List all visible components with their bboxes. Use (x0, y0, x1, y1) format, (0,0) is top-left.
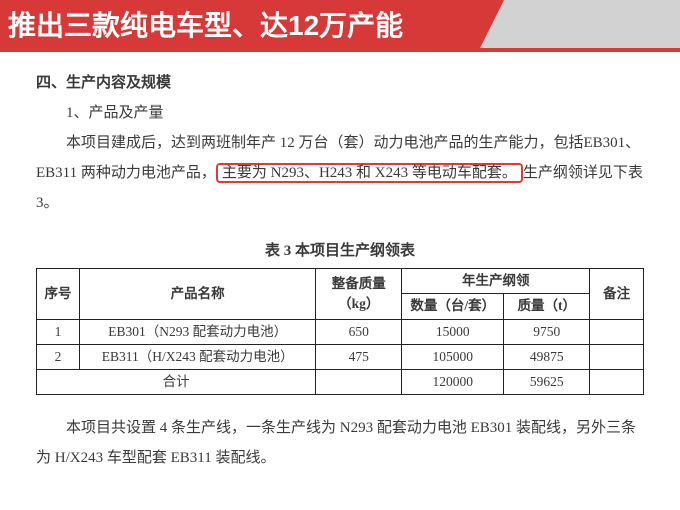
cell-index: 2 (37, 344, 80, 369)
th-index: 序号 (37, 269, 80, 320)
subsection-heading: 1、产品及产量 (36, 98, 644, 128)
table-row: 1 EB301（N293 配套动力电池） 650 15000 9750 (37, 319, 644, 344)
paragraph-below: 本项目共设置 4 条生产线，一条生产线为 N293 配套动力电池 EB301 装… (36, 413, 644, 473)
production-table: 序号 产品名称 整备质量（kg） 年生产纲领 备注 数量（台/套） 质量（t） … (36, 268, 644, 395)
table-total-row: 合计 120000 59625 (37, 370, 644, 395)
table-title: 表 3 本项目生产纲领表 (36, 236, 644, 266)
cell-total-label: 合计 (37, 370, 316, 395)
cell-empty (590, 370, 644, 395)
th-remark: 备注 (590, 269, 644, 320)
cell-product: EB311（H/X243 配套动力电池） (79, 344, 315, 369)
cell-product: EB301（N293 配套动力电池） (79, 319, 315, 344)
banner-decoration (480, 0, 680, 48)
cell-remark (590, 319, 644, 344)
cell-qty: 105000 (402, 344, 504, 369)
cell-total-qty: 120000 (402, 370, 504, 395)
table-header-row: 序号 产品名称 整备质量（kg） 年生产纲领 备注 (37, 269, 644, 294)
cell-remark (590, 344, 644, 369)
cell-mass: 475 (316, 344, 402, 369)
th-mass: 整备质量（kg） (316, 269, 402, 320)
table-row: 2 EB311（H/X243 配套动力电池） 475 105000 49875 (37, 344, 644, 369)
highlight-box: 主要为 N293、H243 和 X243 等电动车配套。 (216, 163, 523, 183)
th-yearly: 年生产纲领 (402, 269, 590, 294)
cell-mass: 650 (316, 319, 402, 344)
section-heading: 四、生产内容及规模 (36, 68, 644, 98)
cell-total-ton: 59625 (504, 370, 590, 395)
title-banner: 推出三款纯电车型、达12万产能 (0, 0, 680, 48)
banner-text: 推出三款纯电车型、达12万产能 (0, 0, 480, 48)
document-body: 四、生产内容及规模 1、产品及产量 本项目建成后，达到两班制年产 12 万台（套… (0, 52, 680, 473)
cell-index: 1 (37, 319, 80, 344)
cell-ton: 9750 (504, 319, 590, 344)
cell-empty (316, 370, 402, 395)
cell-qty: 15000 (402, 319, 504, 344)
th-ton: 质量（t） (504, 294, 590, 319)
cell-ton: 49875 (504, 344, 590, 369)
paragraph-main: 本项目建成后，达到两班制年产 12 万台（套）动力电池产品的生产能力，包括EB3… (36, 128, 644, 218)
th-qty: 数量（台/套） (402, 294, 504, 319)
th-product: 产品名称 (79, 269, 315, 320)
